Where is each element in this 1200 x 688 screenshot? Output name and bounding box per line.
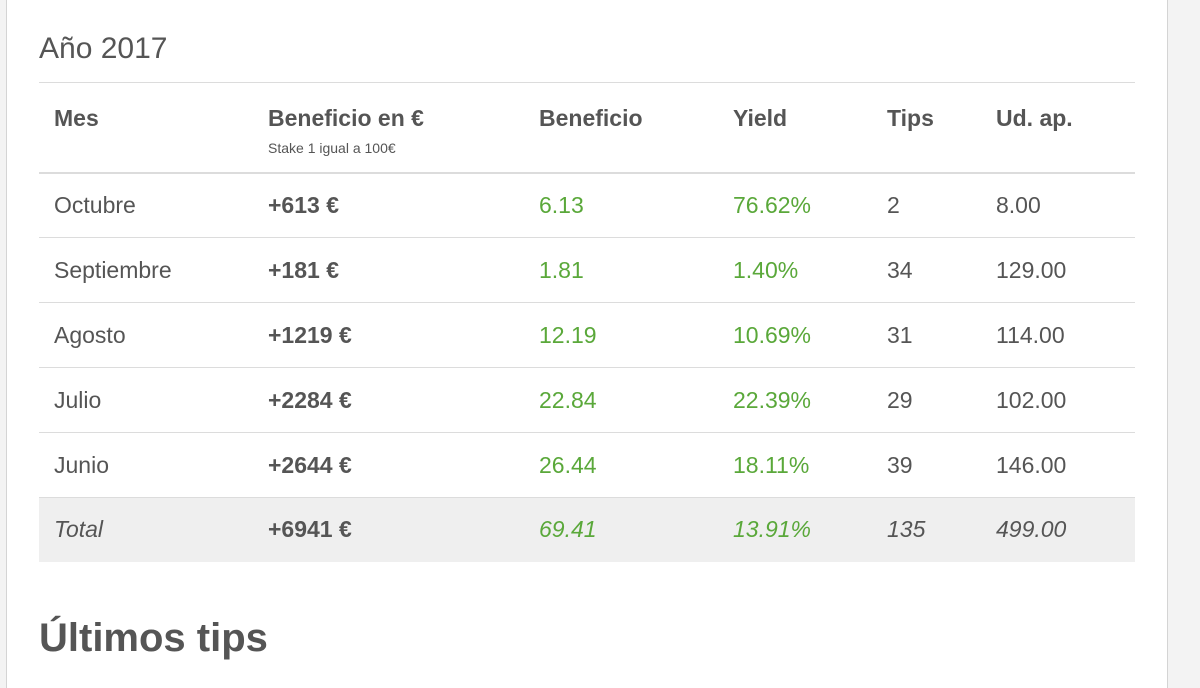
header-ud-ap: Ud. ap.: [996, 105, 1073, 131]
cell-ud-ap: 114.00: [996, 321, 1065, 348]
header-beneficio-eur-subtitle: Stake 1 igual a 100€: [268, 140, 396, 156]
stats-card: Año 2017 Mes Beneficio en € Stake 1 igua…: [6, 0, 1168, 688]
cell-tips: 39: [887, 451, 913, 478]
monthly-stats-table: Mes Beneficio en € Stake 1 igual a 100€ …: [39, 82, 1135, 562]
cell-mes: Septiembre: [54, 256, 172, 283]
cell-beneficio: 1.81: [539, 256, 584, 283]
cell-yield: 76.62%: [733, 191, 812, 218]
table-header-row: Mes Beneficio en € Stake 1 igual a 100€ …: [39, 83, 1135, 173]
cell-beneficio: 12.19: [539, 321, 597, 348]
header-beneficio-eur-label: Beneficio en €: [268, 105, 424, 131]
cell-tips: 2: [887, 191, 900, 218]
total-yield: 13.91%: [733, 516, 812, 543]
cell-yield: 1.40%: [733, 256, 799, 283]
cell-beneficio-eur: +181 €: [268, 256, 339, 283]
cell-beneficio-eur: +613 €: [268, 191, 339, 218]
header-yield: Yield: [733, 105, 788, 131]
cell-mes: Octubre: [54, 191, 136, 218]
cell-beneficio: 22.84: [539, 386, 597, 413]
total-mes: Total: [54, 516, 104, 543]
cell-ud-ap: 8.00: [996, 191, 1041, 218]
total-ud-ap: 499.00: [996, 516, 1067, 543]
total-beneficio-eur: +6941 €: [268, 516, 352, 543]
cell-mes: Junio: [54, 451, 109, 478]
cell-yield: 18.11%: [733, 451, 810, 478]
table-total-row: Total +6941 € 69.41 13.91% 135 499.00: [39, 497, 1135, 562]
cell-ud-ap: 102.00: [996, 386, 1067, 413]
total-tips: 135: [887, 516, 926, 543]
cell-yield: 22.39%: [733, 386, 812, 413]
cell-tips: 34: [887, 256, 913, 283]
cell-beneficio: 26.44: [539, 451, 597, 478]
header-tips: Tips: [887, 105, 934, 131]
year-title: Año 2017: [39, 32, 168, 65]
cell-tips: 31: [887, 321, 913, 348]
cell-ud-ap: 146.00: [996, 451, 1067, 478]
cell-beneficio-eur: +1219 €: [268, 321, 352, 348]
table-row: Agosto +1219 € 12.19 10.69% 31 114.00: [39, 303, 1135, 368]
table-row: Junio +2644 € 26.44 18.11% 39 146.00: [39, 433, 1135, 498]
section-title-ultimos-tips: Últimos tips: [39, 616, 268, 660]
total-beneficio: 69.41: [539, 516, 597, 543]
cell-beneficio: 6.13: [539, 191, 584, 218]
cell-ud-ap: 129.00: [996, 256, 1067, 283]
cell-beneficio-eur: +2644 €: [268, 451, 352, 478]
header-mes: Mes: [54, 105, 99, 131]
cell-mes: Julio: [54, 386, 102, 413]
table-row: Octubre +613 € 6.13 76.62% 2 8.00: [39, 173, 1135, 238]
header-beneficio: Beneficio: [539, 105, 643, 131]
cell-tips: 29: [887, 386, 913, 413]
table-row: Septiembre +181 € 1.81 1.40% 34 129.00: [39, 238, 1135, 303]
cell-mes: Agosto: [54, 321, 126, 348]
cell-yield: 10.69%: [733, 321, 812, 348]
header-beneficio-eur: Beneficio en € Stake 1 igual a 100€: [253, 83, 524, 173]
cell-beneficio-eur: +2284 €: [268, 386, 352, 413]
table-row: Julio +2284 € 22.84 22.39% 29 102.00: [39, 368, 1135, 433]
